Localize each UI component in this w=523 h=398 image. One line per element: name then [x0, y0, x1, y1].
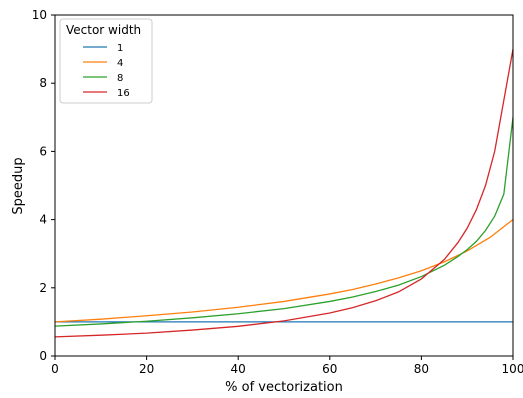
x-tick-label: 20 — [139, 362, 154, 376]
series-line-16 — [54, 48, 514, 338]
plot-frame — [54, 14, 514, 357]
x-axis-label: % of vectorization — [225, 380, 343, 394]
x-tick-label: 100 — [502, 362, 523, 376]
y-tick-label: 8 — [39, 76, 47, 90]
legend-label-16: 16 — [117, 88, 130, 99]
y-axis-label: Speedup — [11, 157, 26, 214]
x-tick-label: 0 — [51, 362, 59, 376]
y-tick-label: 0 — [39, 349, 47, 363]
legend-label-8: 8 — [117, 73, 123, 84]
legend-title: Vector width — [66, 23, 141, 37]
series-line-8 — [54, 117, 514, 327]
y-tick-label: 10 — [32, 8, 47, 22]
y-tick-label: 2 — [39, 281, 47, 295]
y-tick-label: 6 — [39, 144, 47, 158]
legend-box — [59, 18, 153, 104]
legend: Vector width 1 4 8 16 — [59, 18, 153, 104]
x-tick-label: 40 — [231, 362, 246, 376]
axes-layer: 0 20 40 60 80 100 0 2 4 6 8 10 — [32, 8, 523, 376]
x-tick-label: 80 — [414, 362, 429, 376]
x-tick-label: 60 — [322, 362, 337, 376]
series-layer — [54, 48, 514, 338]
y-tick-label: 4 — [39, 213, 47, 227]
legend-label-1: 1 — [117, 43, 123, 54]
legend-label-4: 4 — [117, 58, 123, 69]
